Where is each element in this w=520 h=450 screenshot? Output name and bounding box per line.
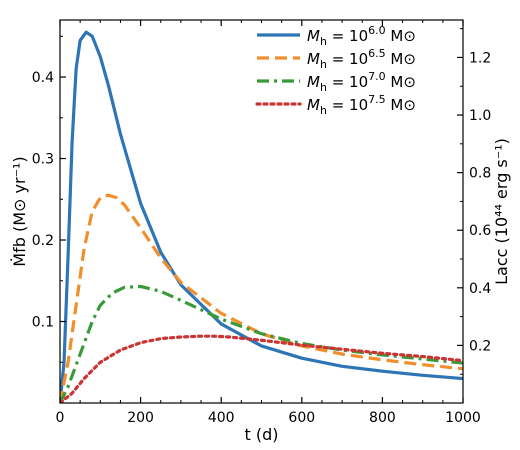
legend: Mh = 106.0 M⊙Mh = 106.5 M⊙Mh = 107.0 M⊙M… bbox=[255, 24, 416, 117]
y-tick-label: 0.2 bbox=[32, 233, 54, 249]
x-tick-label: 0 bbox=[56, 410, 65, 426]
y-right-tick-label: 0.6 bbox=[469, 223, 491, 239]
y-axis-right-label: Lacc (10⁴⁴ erg s⁻¹) bbox=[492, 138, 511, 285]
y-right-tick-label: 0.8 bbox=[469, 166, 491, 182]
x-tick-label: 200 bbox=[127, 410, 154, 426]
x-tick-label: 800 bbox=[369, 410, 396, 426]
y-axis-label: Ṁfb (M⊙ yr⁻¹) bbox=[10, 156, 29, 266]
y-tick-label: 0.1 bbox=[32, 315, 54, 331]
x-axis-label: t (d) bbox=[245, 425, 279, 444]
x-axis: 0 200 400 600 800 1000 bbox=[56, 20, 481, 426]
series-line-0 bbox=[60, 30, 463, 403]
series-layer bbox=[60, 30, 463, 403]
y-tick-label: 0.4 bbox=[32, 70, 54, 86]
y-right-tick-label: 1.2 bbox=[469, 50, 491, 66]
y-axis-left: 0.1 0.2 0.3 0.4 bbox=[32, 35, 66, 363]
x-tick-label: 600 bbox=[288, 410, 315, 426]
series-line-1 bbox=[60, 193, 463, 403]
legend-label-2: Mh = 107.0 M⊙ bbox=[307, 70, 416, 94]
y-axis-right: 0.2 0.4 0.6 0.8 1.0 1.2 bbox=[457, 28, 491, 375]
series-line-3 bbox=[60, 334, 463, 403]
x-tick-label: 400 bbox=[208, 410, 235, 426]
x-tick-label: 1000 bbox=[445, 410, 481, 426]
y-right-tick-label: 1.0 bbox=[469, 108, 491, 124]
legend-label-0: Mh = 106.0 M⊙ bbox=[307, 24, 416, 48]
legend-label-3: Mh = 107.5 M⊙ bbox=[307, 93, 416, 117]
y-right-tick-label: 0.4 bbox=[469, 281, 491, 297]
y-right-tick-label: 0.2 bbox=[469, 338, 491, 354]
y-tick-label: 0.3 bbox=[32, 152, 54, 168]
legend-label-1: Mh = 106.5 M⊙ bbox=[307, 47, 416, 71]
